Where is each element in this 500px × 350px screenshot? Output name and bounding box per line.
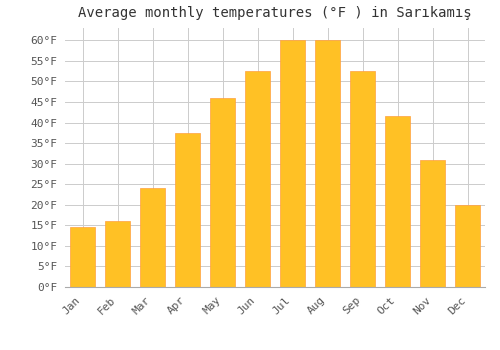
Bar (350, 71, 375, 287)
Bar (245, 71, 270, 287)
Bar (70, 228, 95, 287)
Bar (210, 98, 235, 287)
Bar (455, 205, 480, 287)
Title: Average monthly temperatures (°F ) in Sarıkamış: Average monthly temperatures (°F ) in Sa… (78, 6, 472, 20)
Bar (176, 133, 200, 287)
Bar (140, 188, 165, 287)
Bar (280, 40, 305, 287)
Bar (420, 160, 445, 287)
Bar (316, 40, 340, 287)
Bar (105, 221, 130, 287)
Bar (385, 117, 410, 287)
